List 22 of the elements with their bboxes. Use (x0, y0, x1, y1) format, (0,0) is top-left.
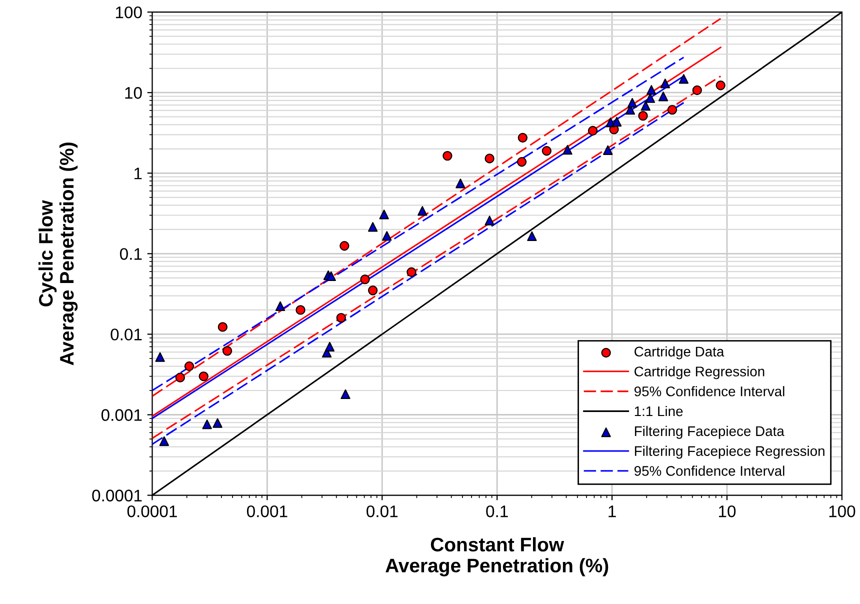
x-tick-label: 0.01 (366, 505, 398, 518)
y-tick-label: 0.1 (120, 248, 142, 260)
y-tick-label: 0.001 (101, 409, 142, 421)
legend-label: Cartridge Regression (634, 366, 764, 380)
x-tick-label: 0.001 (246, 505, 288, 518)
y-tick-label: 10 (125, 87, 142, 99)
y-tick-label: 0.01 (110, 328, 142, 340)
x-tick-label: 1 (608, 506, 616, 518)
y-axis-title: Cyclic Flow Average Penetration (%) (38, 142, 78, 366)
legend-label: 95% Confidence Interval (634, 386, 784, 396)
x-axis-title: Constant Flow Average Penetration (%) (386, 537, 608, 576)
y-tick-label: 1 (134, 168, 142, 180)
x-tick-label: 0.1 (486, 505, 508, 518)
y-tick-label: 0.0001 (92, 490, 142, 502)
legend-label: Cartridge Data (634, 346, 724, 360)
legend-label: 1:1 Line (634, 406, 683, 416)
legend-label: Filtering Facepiece Data (634, 426, 784, 439)
legend-label: 95% Confidence Interval (634, 466, 784, 476)
x-tick-label: 100 (829, 505, 856, 518)
x-tick-label: 10 (718, 505, 736, 518)
y-tick-label: 100 (116, 6, 142, 18)
legend-label: Filtering Facepiece Regression (634, 446, 824, 459)
